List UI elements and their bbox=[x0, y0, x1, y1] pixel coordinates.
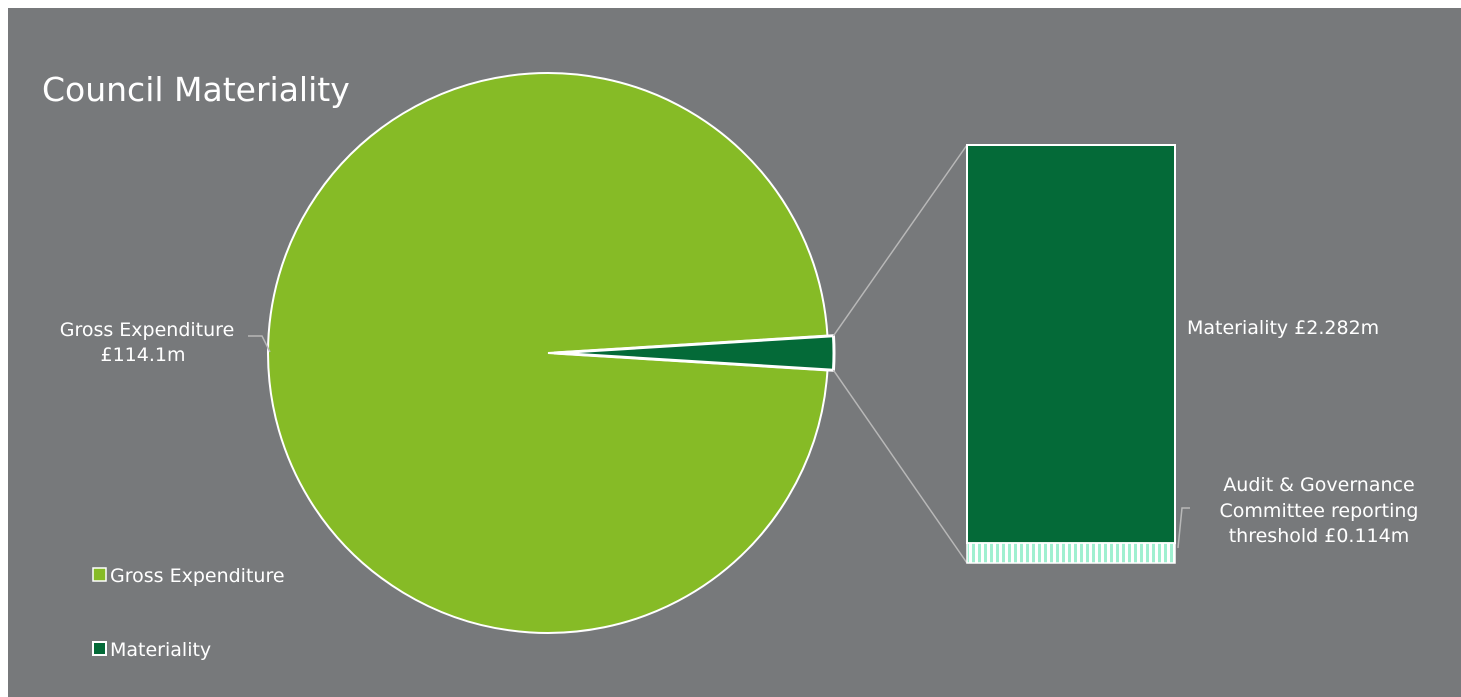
data-label-materiality: Materiality £2.282m bbox=[1187, 317, 1379, 339]
legend-swatch-gross-expenditure bbox=[92, 567, 107, 582]
leader-line-gross-expenditure bbox=[248, 335, 271, 353]
data-label-threshold-line1: Audit & Governance bbox=[1223, 474, 1414, 496]
chart-title: Council Materiality bbox=[42, 70, 350, 109]
data-label-gross-expenditure-line1: Gross Expenditure bbox=[60, 319, 235, 341]
legend-label-materiality: Materiality bbox=[110, 639, 211, 661]
bar-segment-materiality bbox=[966, 144, 1176, 545]
data-label-threshold-line3: threshold £0.114m bbox=[1229, 525, 1410, 547]
connector-line-top bbox=[832, 144, 968, 337]
legend: Gross Expenditure Materiality bbox=[92, 565, 285, 661]
legend-item-materiality: Materiality bbox=[92, 639, 211, 661]
data-label-gross-expenditure: Gross Expenditure £114.1m bbox=[60, 319, 235, 366]
data-label-reporting-threshold: Audit & Governance Committee reporting t… bbox=[1220, 474, 1419, 547]
pie-slice-gross-expenditure bbox=[267, 72, 829, 634]
pie-slice-materiality bbox=[553, 334, 836, 372]
data-label-gross-expenditure-line2: £114.1m bbox=[101, 344, 186, 366]
connector-line-bottom bbox=[832, 369, 968, 564]
legend-label-gross-expenditure: Gross Expenditure bbox=[110, 565, 285, 587]
data-label-threshold-line2: Committee reporting bbox=[1220, 500, 1419, 522]
bar-segment-reporting-threshold bbox=[966, 542, 1176, 564]
legend-item-gross-expenditure: Gross Expenditure bbox=[92, 565, 285, 587]
leader-line-reporting-threshold bbox=[1177, 507, 1190, 549]
legend-swatch-materiality bbox=[92, 641, 107, 656]
